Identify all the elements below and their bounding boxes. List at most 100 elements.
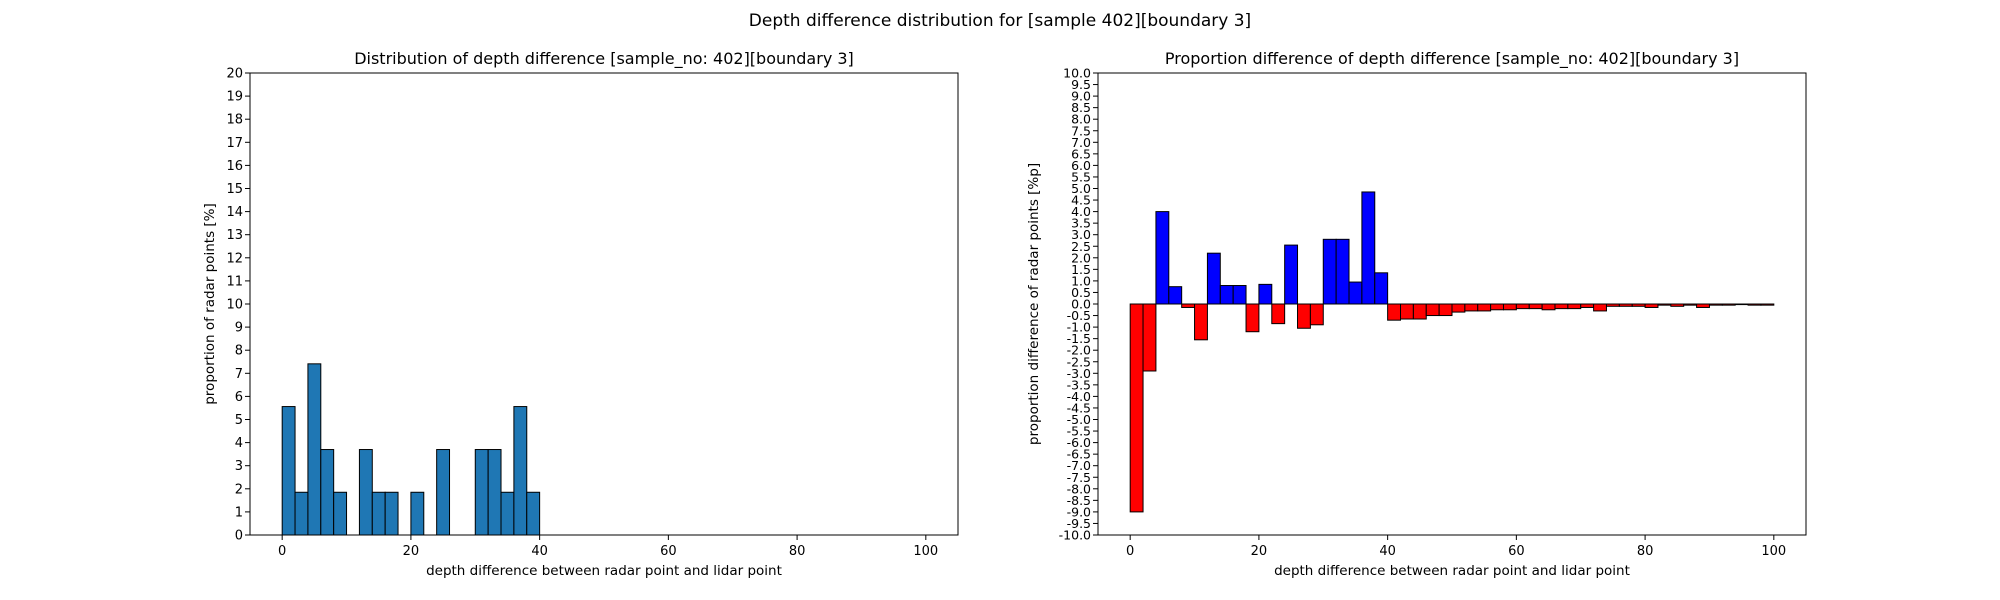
- proportion-difference-bar: [1142, 303, 1157, 372]
- proportion-difference-y-tick-label: -1.5: [1067, 331, 1091, 346]
- distribution-y-label: proportion of radar points [%]: [202, 203, 218, 405]
- distribution-axes-frame: [249, 72, 959, 536]
- proportion-difference-y-tick-label: 6.5: [1071, 146, 1091, 161]
- distribution-y-tick-label: 13: [226, 228, 243, 243]
- proportion-difference-x-tick-label: 100: [1761, 544, 1786, 559]
- proportion-difference-bar: [1425, 303, 1440, 317]
- distribution-y-tick-label: 2: [235, 482, 243, 497]
- distribution-bar: [294, 491, 309, 536]
- distribution-y-tick-label: 0: [235, 529, 243, 544]
- proportion-difference-y-tick-label: 7.5: [1071, 123, 1091, 138]
- distribution-x-tick-label: 80: [789, 544, 806, 559]
- proportion-difference-y-tick-label: -7.5: [1067, 470, 1091, 485]
- proportion-difference-y-tick-label: -5.5: [1067, 424, 1091, 439]
- proportion-difference-bar: [1515, 303, 1530, 310]
- distribution-y-tick-label: 20: [226, 67, 243, 82]
- proportion-difference-bar: [1657, 303, 1672, 306]
- proportion-difference-y-tick-label: 9.5: [1071, 77, 1091, 92]
- proportion-difference-bar: [1438, 303, 1453, 317]
- proportion-difference-y-tick-label: 10.0: [1063, 66, 1091, 81]
- proportion-difference-bar: [1567, 303, 1582, 310]
- distribution-bar: [474, 449, 489, 536]
- proportion-difference-bar: [1734, 303, 1749, 306]
- figure-suptitle: Depth difference distribution for [sampl…: [749, 11, 1251, 31]
- proportion-difference-y-tick-label: -7.0: [1067, 458, 1091, 473]
- distribution-bar: [410, 491, 425, 536]
- proportion-difference-y-tick-label: -4.5: [1067, 400, 1091, 415]
- distribution-bar: [526, 491, 541, 536]
- proportion-difference-bar: [1194, 303, 1208, 341]
- proportion-difference-x-tick-label: 20: [1251, 544, 1268, 559]
- proportion-difference-bar: [1219, 285, 1234, 305]
- distribution-title: Distribution of depth difference [sample…: [354, 49, 854, 69]
- distribution-x-tick-label: 100: [913, 544, 938, 559]
- distribution-bar: [500, 491, 515, 536]
- proportion-difference-bar: [1631, 303, 1646, 307]
- distribution-bar: [384, 491, 399, 536]
- proportion-difference-bar: [1528, 303, 1543, 310]
- subplot-distribution: Distribution of depth difference [sample…: [202, 49, 959, 579]
- proportion-difference-axes-frame: [1097, 72, 1807, 536]
- proportion-difference-y-tick-label: 9.0: [1071, 89, 1091, 104]
- distribution-bars: [281, 363, 541, 536]
- proportion-difference-bar: [1502, 303, 1517, 311]
- distribution-y-tick-label: 7: [235, 367, 243, 382]
- proportion-difference-y-tick-label: 0.0: [1071, 297, 1091, 312]
- proportion-difference-bar: [1335, 238, 1350, 305]
- distribution-x-tick-label: 0: [278, 544, 286, 559]
- proportion-difference-bar: [1232, 285, 1247, 305]
- proportion-difference-bar: [1309, 303, 1324, 326]
- proportion-difference-x-tick-label: 0: [1126, 544, 1134, 559]
- proportion-difference-bar: [1412, 303, 1427, 320]
- distribution-y-tick-label: 9: [235, 321, 243, 336]
- proportion-difference-y-tick-label: 8.5: [1071, 100, 1091, 115]
- proportion-difference-bar: [1348, 281, 1363, 305]
- distribution-bar: [333, 491, 348, 536]
- proportion-difference-y-tick-label: -9.5: [1067, 516, 1091, 531]
- proportion-difference-bar: [1644, 303, 1659, 308]
- proportion-difference-y-tick-label: 8.0: [1071, 112, 1091, 127]
- proportion-difference-bar: [1168, 286, 1183, 305]
- proportion-difference-y-tick-label: -2.5: [1067, 354, 1091, 369]
- proportion-difference-y-tick-label: 4.5: [1071, 193, 1091, 208]
- proportion-difference-bar: [1245, 303, 1260, 333]
- proportion-difference-bar: [1451, 303, 1466, 313]
- proportion-difference-bar: [1387, 303, 1402, 321]
- proportion-difference-y-tick-label: 7.0: [1071, 135, 1091, 150]
- proportion-difference-bar: [1284, 244, 1299, 305]
- proportion-difference-y-tick-label: 0.5: [1071, 285, 1091, 300]
- distribution-bar: [436, 449, 451, 536]
- proportion-difference-y-tick-label: -2.0: [1067, 343, 1091, 358]
- proportion-difference-bars: [1129, 191, 1775, 513]
- proportion-difference-x-tick-label: 40: [1379, 544, 1396, 559]
- distribution-bar: [320, 449, 335, 536]
- distribution-y-tick-label: 4: [235, 436, 243, 451]
- distribution-y-tick-label: 5: [235, 413, 243, 428]
- proportion-difference-y-ticks: -10.0-9.5-9.0-8.5-8.0-7.5-7.0-6.5-6.0-5.…: [1059, 66, 1098, 543]
- proportion-difference-y-tick-label: 3.5: [1071, 216, 1091, 231]
- proportion-difference-y-label: proportion difference of radar points [%…: [1026, 163, 1042, 445]
- proportion-difference-bar: [1696, 303, 1710, 308]
- proportion-difference-bar: [1206, 252, 1221, 305]
- proportion-difference-y-tick-label: -5.0: [1067, 412, 1091, 427]
- distribution-y-tick-label: 16: [226, 159, 243, 174]
- distribution-y-tick-label: 11: [226, 274, 243, 289]
- proportion-difference-bar: [1708, 303, 1723, 306]
- distribution-y-tick-label: 1: [235, 505, 243, 520]
- proportion-difference-bar: [1747, 303, 1762, 306]
- distribution-y-tick-label: 3: [235, 459, 243, 474]
- distribution-bar: [487, 449, 502, 536]
- distribution-y-tick-label: 19: [226, 90, 243, 105]
- distribution-y-tick-label: 17: [226, 136, 243, 151]
- proportion-difference-bar: [1322, 238, 1337, 305]
- distribution-x-tick-label: 20: [403, 544, 420, 559]
- proportion-difference-x-tick-label: 60: [1508, 544, 1525, 559]
- proportion-difference-bar: [1477, 303, 1492, 312]
- distribution-x-tick-label: 40: [531, 544, 548, 559]
- proportion-difference-bar: [1258, 283, 1273, 305]
- distribution-x-tick-label: 60: [660, 544, 677, 559]
- proportion-difference-y-tick-label: 5.0: [1071, 181, 1091, 196]
- proportion-difference-title: Proportion difference of depth differenc…: [1165, 49, 1739, 69]
